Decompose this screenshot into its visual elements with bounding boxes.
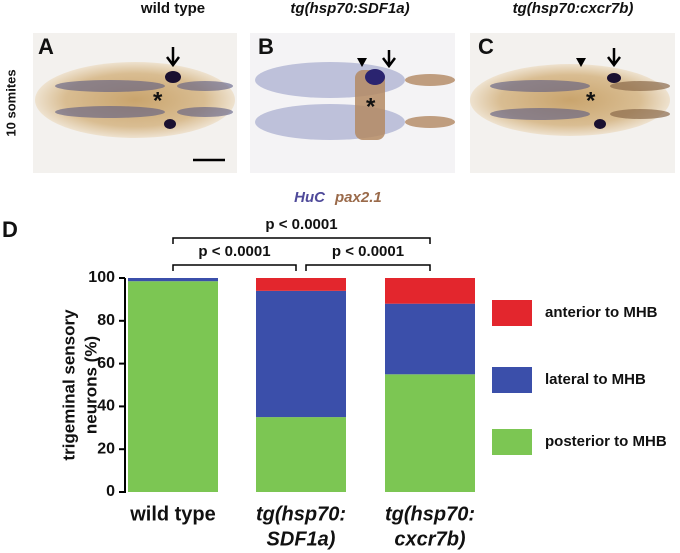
stain-label: HuC	[294, 189, 326, 206]
bar-segment	[256, 417, 346, 492]
y-tick-label: 100	[88, 269, 115, 286]
marker: *	[366, 93, 376, 120]
bar-segment	[256, 278, 346, 291]
legend-swatch	[492, 429, 532, 455]
side-label: 10 somites	[3, 69, 18, 136]
x-tick-label: cxcr7b)	[394, 528, 465, 550]
marker: *	[586, 87, 596, 114]
panel-letter: A	[38, 34, 54, 59]
legend-label: lateral to MHB	[545, 371, 646, 388]
x-tick-label: SDF1a)	[267, 528, 336, 550]
significance-bracket	[305, 264, 431, 271]
legend-swatch	[492, 300, 532, 326]
significance-bracket	[172, 237, 431, 244]
image-c	[470, 33, 675, 173]
panel-letter: C	[478, 34, 494, 59]
image-b	[250, 33, 455, 173]
y-tick-label: 40	[97, 398, 115, 415]
image-a	[33, 33, 237, 173]
bar-segment	[256, 290, 346, 418]
legend-swatch	[492, 367, 532, 393]
bar-segment	[385, 278, 475, 304]
y-tick-label: 0	[106, 483, 115, 500]
x-tick-label: wild type	[129, 503, 216, 525]
x-tick-label: tg(hsp70:	[385, 503, 475, 525]
y-tick-label: 80	[97, 312, 115, 329]
panel-letter: D	[2, 217, 18, 242]
panel-letter: B	[258, 34, 274, 59]
bar-segment	[128, 281, 218, 492]
panel-title: tg(hsp70:cxcr7b)	[513, 0, 634, 17]
significance-label: p < 0.0001	[332, 243, 404, 260]
y-tick-label: 20	[97, 440, 115, 457]
bar-segment	[385, 303, 475, 375]
panel-title: tg(hsp70:SDF1a)	[290, 0, 409, 17]
panel-title: wild type	[140, 0, 205, 17]
y-axis-label: trigeminal sensory	[59, 309, 78, 461]
y-axis-label: neurons (%)	[81, 336, 100, 434]
legend-label: posterior to MHB	[545, 433, 667, 450]
significance-label: p < 0.0001	[265, 216, 337, 233]
significance-bracket	[172, 264, 297, 271]
legend-label: anterior to MHB	[545, 304, 658, 321]
x-tick-label: tg(hsp70:	[256, 503, 346, 525]
bar-segment	[128, 278, 218, 282]
significance-label: p < 0.0001	[198, 243, 270, 260]
marker: *	[153, 87, 163, 114]
y-tick-label: 60	[97, 355, 115, 372]
stain-label: pax2.1	[334, 189, 382, 206]
bar-segment	[385, 374, 475, 492]
